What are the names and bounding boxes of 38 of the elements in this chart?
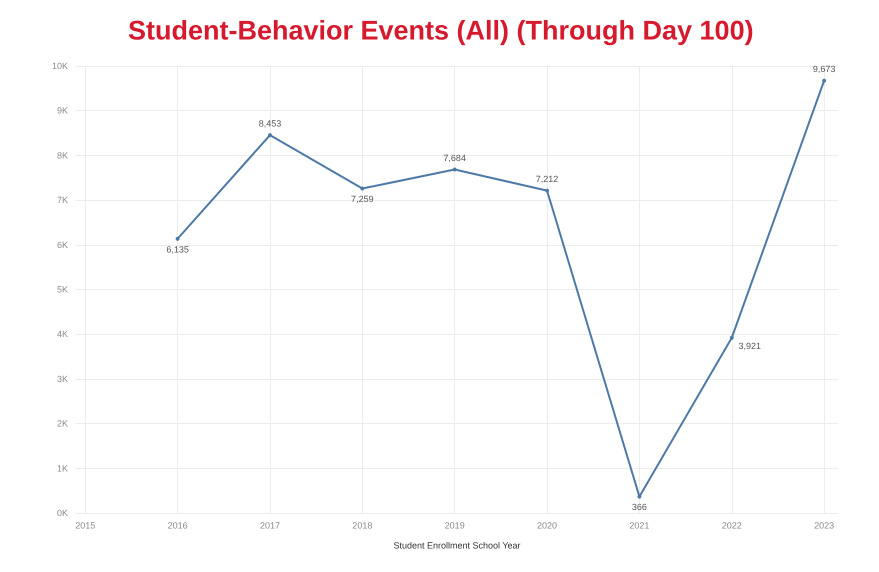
data-label: 3,921 xyxy=(738,341,762,352)
data-label: 366 xyxy=(632,502,647,512)
point xyxy=(452,168,457,172)
x-tick-label: 2018 xyxy=(352,520,372,530)
x-tick-label: 2020 xyxy=(537,520,558,530)
x-tick-label: 2015 xyxy=(75,520,96,530)
data-label: 7,684 xyxy=(443,153,466,164)
point xyxy=(637,494,642,499)
point xyxy=(545,188,550,193)
point xyxy=(268,133,272,138)
data-label: 6,135 xyxy=(166,244,189,254)
point xyxy=(360,186,364,191)
point xyxy=(822,78,826,83)
data-label: 7,259 xyxy=(351,194,374,204)
x-tick-label: 2019 xyxy=(444,520,465,530)
data-label: 7,212 xyxy=(536,174,558,184)
x-tick-label: 2022 xyxy=(722,520,742,530)
y-tick-label: 0K xyxy=(56,508,68,518)
y-tick-label: 3K xyxy=(56,374,68,384)
point xyxy=(730,336,734,340)
x-tick-label: 2017 xyxy=(260,520,280,530)
y-tick-label: 1K xyxy=(56,463,68,474)
y-tick-label: 4K xyxy=(56,329,68,340)
y-tick-label: 9K xyxy=(56,106,68,116)
y-tick-label: 8K xyxy=(56,150,68,160)
y-tick-label: 10K xyxy=(52,61,68,71)
x-tick-label: 2016 xyxy=(168,520,188,530)
data-label: 8,453 xyxy=(258,118,282,129)
point xyxy=(176,236,180,241)
x-tick-label: 2023 xyxy=(814,520,834,530)
x-axis-title: Student Enrollment School Year xyxy=(393,540,521,550)
data-label: 9,673 xyxy=(812,64,836,74)
y-tick-label: 7K xyxy=(56,195,68,206)
chart-title: Student-Behavior Events (All) (Through Day 100) xyxy=(128,16,754,46)
y-tick-label: 6K xyxy=(56,240,68,250)
y-tick-label: 5K xyxy=(56,284,68,294)
y-tick-label: 2K xyxy=(56,418,68,429)
x-tick-label: 2021 xyxy=(629,520,650,530)
